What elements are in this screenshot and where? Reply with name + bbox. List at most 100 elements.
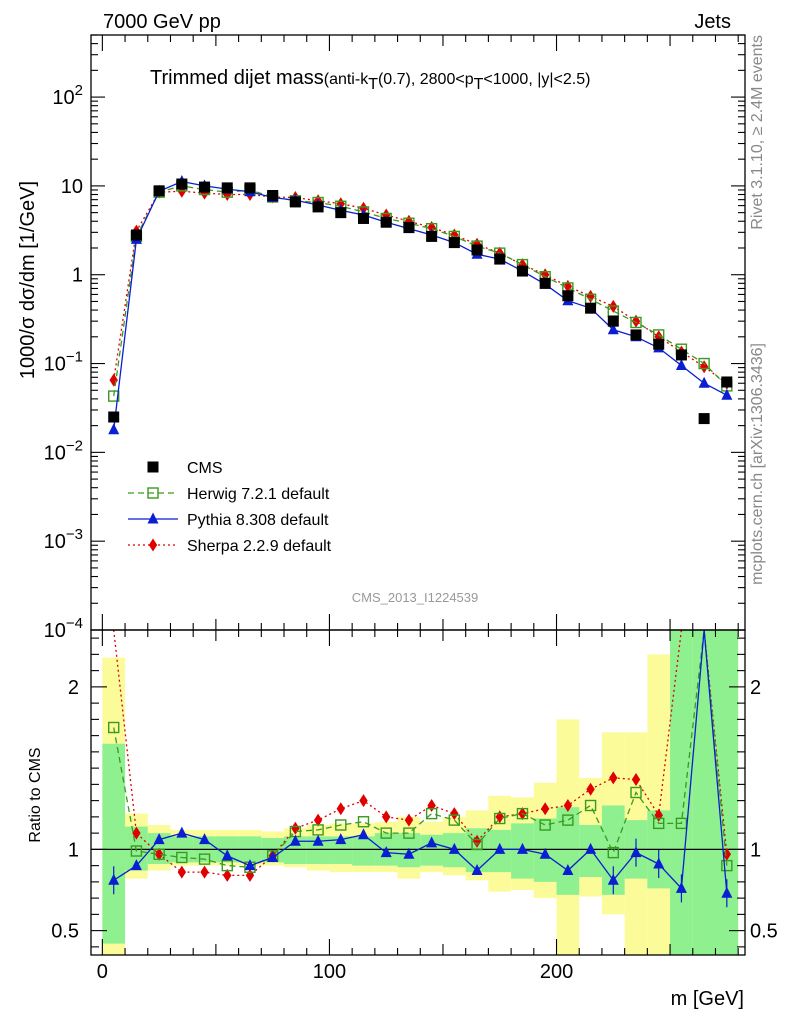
ratio-pythia-point [267, 851, 279, 862]
ratio-sherpa-point [177, 865, 187, 879]
main-cms-point [380, 216, 392, 228]
main-cms-point [403, 222, 415, 234]
main-cms-point [358, 212, 369, 224]
main-y-tick-label: 102 [52, 82, 83, 109]
legend-sherpa-marker [148, 538, 158, 552]
ratio-herwig-point [584, 799, 597, 812]
ratio-pythia-point [176, 826, 188, 838]
main-cms-point [426, 230, 438, 242]
main-pythia-point [607, 323, 619, 335]
main-cms-point [244, 182, 256, 194]
main-cms-point [675, 349, 687, 361]
mcplots-note: mcplots.cern.ch [arXiv:1306.3436] [749, 343, 766, 585]
ratio-herwig-point [539, 819, 551, 831]
ratio-herwig-point [176, 851, 188, 864]
main-herwig-line [113, 185, 728, 397]
plot-title-main: Trimmed dijet mass [150, 67, 324, 89]
main-cms-point [516, 265, 528, 277]
legend-pythia-label: Pythia 8.308 default [187, 512, 329, 529]
main-cms-point [221, 182, 233, 194]
analysis-watermark: CMS_2013_I1224539 [352, 590, 479, 605]
ratio-inner-band-bin [420, 834, 443, 866]
ratio-y-tick-label-left: 1 [68, 839, 79, 861]
ratio-sherpa-point [586, 782, 595, 796]
ratio-inner-band-bin [306, 836, 330, 864]
main-y-tick-label: 1 [72, 265, 83, 287]
main-cms-point [153, 185, 165, 197]
ratio-inner-band-bin [670, 630, 693, 955]
main-sherpa-point [359, 201, 368, 215]
main-pythia-point [698, 376, 710, 388]
main-cms-point [653, 338, 665, 350]
ratio-herwig-point [357, 816, 370, 828]
ratio-pythia-point [244, 859, 256, 871]
ratio-panel-series [108, 630, 733, 908]
legend-entry-sherpa: Sherpa 2.2.9 default [128, 538, 332, 555]
main-cms-point [289, 196, 301, 208]
ratio-pythia-point [516, 842, 528, 854]
legend-entry-herwig: Herwig 7.2.1 default [128, 486, 330, 503]
main-cms-point [494, 253, 506, 265]
ratio-herwig-point [721, 859, 733, 872]
ratio-sherpa-point [609, 771, 618, 785]
ratio-outer-band-bin [647, 654, 671, 955]
main-herwig-point [698, 357, 710, 370]
main-herwig-point [630, 316, 642, 329]
ratio-pythia-point [199, 833, 211, 845]
main-cms-point [448, 237, 460, 249]
ratio-y-tick-label-right: 0.5 [750, 921, 778, 943]
ratio-herwig-point [448, 814, 461, 826]
energy-label: 7000 GeV pp [103, 11, 221, 33]
legend-cms-marker [147, 461, 159, 473]
main-cms-point [176, 178, 188, 190]
main-y-tick-label: 10 [61, 176, 83, 198]
main-herwig-point [108, 390, 120, 402]
main-cms-point [199, 181, 211, 193]
ratio-sherpa-point [223, 868, 232, 882]
legend-herwig-marker [147, 487, 159, 499]
axis-ticks [91, 34, 745, 955]
plot-title-sub-b-subscript: T [474, 76, 484, 93]
ratio-herwig-point [630, 786, 642, 799]
main-pythia-line [113, 180, 728, 430]
process-label: Jets [694, 11, 731, 33]
x-tick-label: 200 [540, 961, 573, 983]
legend-herwig-label: Herwig 7.2.1 default [187, 486, 330, 503]
ratio-sherpa-point [563, 799, 573, 812]
ratio-sherpa-point [336, 802, 345, 816]
ratio-sherpa-point [472, 834, 482, 848]
ratio-herwig-line [113, 630, 728, 868]
ratio-inner-band-bin [715, 630, 739, 955]
ratio-sherpa-point [450, 807, 459, 821]
ratio-herwig-point [403, 827, 415, 839]
plot-title-sub-c: <1000, |y|<2.5) [483, 71, 590, 88]
main-cms-point [312, 201, 324, 213]
ratio-pythia-point [130, 859, 142, 871]
main-pythia-point [721, 388, 733, 400]
ratio-pythia-point [426, 836, 438, 848]
main-y-tick-label: 10−3 [44, 526, 83, 553]
ratio-uncertainty-bands [102, 630, 739, 955]
ratio-pythia-point [471, 864, 483, 875]
x-tick-label: 100 [313, 961, 346, 983]
ratio-inner-band-bin [352, 836, 375, 866]
ratio-sherpa-point [245, 868, 255, 882]
main-cms-point [471, 244, 483, 256]
main-sherpa-line [113, 190, 728, 384]
ratio-sherpa-point [540, 802, 550, 816]
ratio-pythia-point [585, 842, 597, 854]
ratio-sherpa-point [631, 773, 641, 786]
ratio-inner-band-bin [102, 743, 126, 944]
main-cms-point [335, 207, 347, 219]
ratio-pythia-point [494, 842, 506, 854]
main-sherpa-point [699, 360, 709, 374]
ratio-panel-frame [90, 629, 746, 956]
ratio-sherpa-line [113, 630, 728, 877]
main-panel-series [108, 175, 733, 435]
ratio-herwig-point [675, 817, 688, 830]
ratio-herwig-point [425, 807, 438, 820]
main-sherpa-point [223, 188, 232, 202]
main-y-tick-label: 10−2 [44, 437, 83, 464]
ratio-herwig-point [653, 817, 665, 830]
rivet-version-note: Rivet 3.1.10, ≥ 2.4M events [749, 35, 766, 230]
